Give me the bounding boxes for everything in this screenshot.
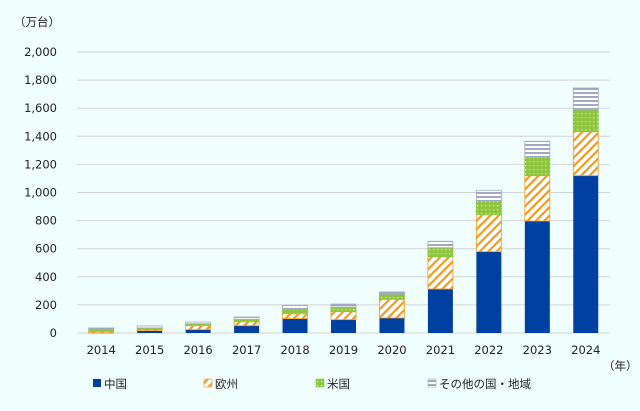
bar-segment — [282, 308, 308, 315]
y-tick-label: 1,400 — [24, 129, 57, 143]
y-tick-label: 1,000 — [24, 186, 57, 200]
x-tick-label: 2024 — [571, 343, 600, 357]
bar-segment — [427, 256, 454, 290]
legend-label: 欧州 — [215, 377, 238, 391]
bar-segment — [233, 321, 260, 327]
y-tick-label: 400 — [35, 270, 57, 284]
bar-segment — [379, 291, 405, 295]
bar-segment — [379, 317, 405, 333]
x-tick-label: 2017 — [232, 343, 261, 357]
y-tick-label: 1,200 — [24, 157, 57, 171]
bar-segment — [524, 221, 550, 333]
y-tick-label: 200 — [35, 298, 57, 312]
bar-segment — [88, 327, 115, 331]
bar-segment — [475, 200, 502, 216]
bar-segment — [379, 293, 405, 300]
bar-segment — [330, 303, 357, 308]
bar-segment — [427, 240, 454, 249]
bar-segment — [572, 131, 599, 177]
bar-segment — [572, 109, 599, 133]
y-axis-label: （万台） — [14, 15, 60, 29]
bar-segment — [330, 311, 357, 321]
bar-segment — [233, 316, 260, 320]
bar-segment — [573, 175, 599, 333]
legend-swatch — [315, 378, 325, 388]
legend-label: 中国 — [104, 377, 127, 391]
x-tick-label: 2022 — [474, 343, 503, 357]
bar-segment — [282, 304, 308, 310]
bar-segment — [185, 321, 212, 325]
x-tick-label: 2023 — [523, 343, 552, 357]
legend: 中国 欧州 米国 その他の国・地域 — [93, 377, 531, 391]
y-tick-label: 600 — [35, 242, 57, 256]
bar-segment — [185, 325, 212, 331]
bar-segment — [136, 325, 163, 329]
bar-segment — [475, 214, 502, 253]
legend-swatch — [93, 379, 101, 387]
bar-segment — [331, 319, 356, 333]
bar-segment — [137, 330, 163, 333]
x-axis-label: （年） — [603, 359, 638, 373]
legend-swatch — [427, 378, 437, 388]
bar-segment — [524, 156, 551, 177]
bar-segment — [475, 189, 502, 202]
y-tick-label: 1,800 — [24, 73, 57, 87]
bar-segment — [234, 325, 260, 333]
bar-segment — [427, 289, 453, 333]
x-tick-label: 2014 — [87, 343, 116, 357]
bar-segment — [282, 313, 308, 320]
bar-segment — [185, 329, 211, 333]
x-tick-label: 2015 — [135, 343, 164, 357]
bar-segment — [379, 298, 405, 319]
bar-segment — [330, 306, 357, 313]
x-tick-label: 2018 — [280, 343, 309, 357]
y-tick-label: 2,000 — [24, 45, 57, 59]
bar-segment — [427, 247, 454, 258]
bar-segment — [282, 318, 308, 333]
x-tick-label: 2020 — [377, 343, 406, 357]
x-tick-label: 2016 — [183, 343, 212, 357]
bar-segment — [524, 140, 551, 158]
y-tick-label: 800 — [35, 214, 57, 228]
y-tick-label: 1,600 — [24, 101, 57, 115]
bar-segment — [572, 87, 599, 111]
y-tick-label: 0 — [50, 326, 57, 340]
legend-label: その他の国・地域 — [439, 377, 531, 391]
legend-label: 米国 — [327, 377, 350, 391]
x-tick-label: 2021 — [426, 343, 455, 357]
bar-segment — [476, 251, 502, 333]
bar-segment — [524, 175, 551, 222]
legend-swatch — [203, 378, 213, 388]
x-tick-label: 2019 — [329, 343, 358, 357]
